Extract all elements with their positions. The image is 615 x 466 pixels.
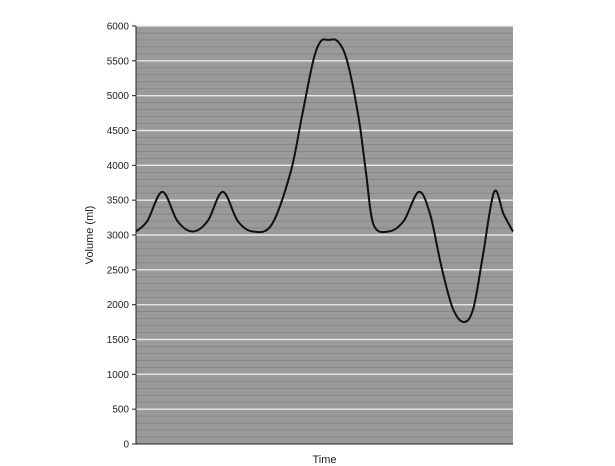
- y-tick-label: 0: [123, 440, 129, 451]
- y-tick-label: 4500: [107, 126, 130, 137]
- y-tick-label: 1500: [107, 335, 130, 346]
- y-tick-label: 1000: [107, 370, 130, 381]
- y-tick-label: 2000: [107, 300, 130, 311]
- y-tick-label: 500: [112, 405, 129, 416]
- y-tick-label: 3000: [107, 231, 130, 242]
- y-tick-label: 2500: [107, 265, 130, 276]
- y-ticks: 0 500 1000 1500 2000 2500 3000 3500 4000 4500 5000…: [107, 22, 136, 451]
- y-tick-label: 5000: [107, 91, 130, 102]
- x-axis-label: Time: [312, 454, 336, 466]
- y-tick-label: 5500: [107, 56, 130, 67]
- y-tick-label: 4000: [107, 161, 130, 172]
- y-tick-label: 6000: [107, 22, 130, 33]
- series-line: [135, 38, 514, 324]
- y-tick-label: 3500: [107, 196, 130, 207]
- y-axis-label: Volume (ml): [84, 206, 96, 265]
- grid-lines: [136, 25, 513, 438]
